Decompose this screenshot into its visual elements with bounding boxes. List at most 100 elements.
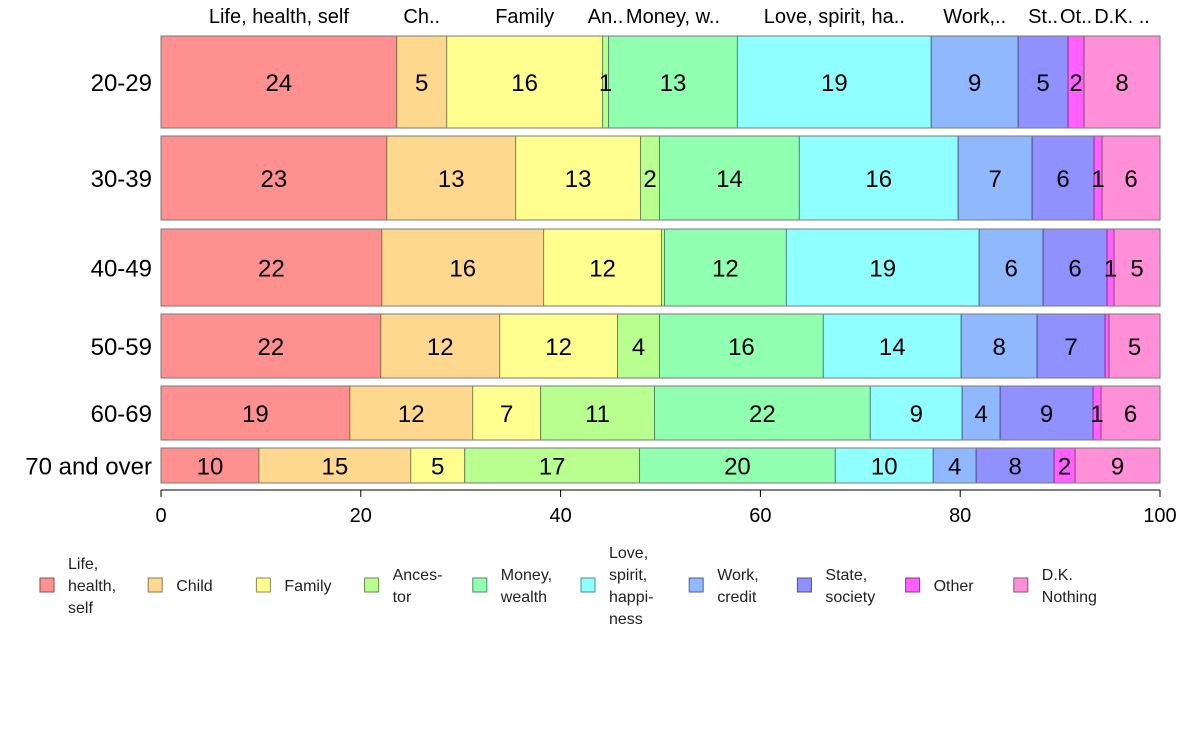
data-label: 7 [1064, 334, 1077, 361]
legend-label: wealth [500, 589, 547, 606]
data-label: 4 [948, 454, 961, 481]
data-label: 4 [974, 401, 987, 428]
legend-label: society [825, 589, 875, 606]
bar-segment [1017, 35, 1069, 129]
bar-row-outline [160, 447, 1161, 484]
data-label: 5 [431, 454, 444, 481]
legend: Life, health, self Child Family Ances-tor Mone… [39, 545, 1097, 628]
legend-label: Work, [717, 567, 758, 584]
row-label: 60-69 [91, 401, 152, 428]
x-tick-label: 80 [949, 505, 971, 527]
bar-segment [258, 447, 412, 484]
bar-row-outline [160, 135, 1161, 221]
bar-segment [1031, 135, 1095, 221]
data-label: 5 [1130, 256, 1143, 283]
bar-segment [663, 228, 787, 307]
data-label: 16 [865, 166, 892, 193]
x-tick-label: 0 [155, 505, 166, 527]
data-label: 13 [438, 166, 465, 193]
legend-swatch [1013, 577, 1029, 593]
bar-segment [1104, 313, 1110, 379]
data-label: 15 [321, 454, 348, 481]
legend-label: Money, [501, 567, 552, 584]
legend-label: Love, [609, 545, 648, 562]
legend-item: D.K. Nothing [1013, 567, 1097, 606]
legend-label: Other [934, 578, 975, 595]
data-label: 12 [589, 256, 616, 283]
bar-segment [515, 135, 642, 221]
data-label: 5 [1036, 70, 1049, 97]
bar-segment [1036, 313, 1106, 379]
legend-swatch [147, 577, 163, 593]
data-label: 11 [585, 401, 610, 428]
data-label: 22 [258, 334, 285, 361]
legend-swatch [364, 577, 380, 593]
legend-label: credit [717, 589, 757, 606]
data-label: 23 [261, 166, 288, 193]
bar-row-outline [160, 228, 1161, 307]
legend-label: ness [609, 611, 643, 628]
bar-row-1: 23 13 13 2 14 16 7 6 1 6 [160, 135, 1161, 221]
data-label: 12 [427, 334, 454, 361]
bar-segment [1101, 135, 1161, 221]
bar-segment [381, 228, 545, 307]
bar-segment [472, 385, 542, 441]
data-label: 6 [1056, 166, 1069, 193]
data-label: 14 [879, 334, 906, 361]
legend-label: Nothing [1042, 589, 1097, 606]
legend-item: Other [905, 577, 975, 595]
data-label: 8 [1008, 454, 1021, 481]
data-label: 8 [1115, 70, 1128, 97]
x-tick-label: 60 [749, 505, 771, 527]
data-label: 16 [728, 334, 755, 361]
data-label: 12 [398, 401, 425, 428]
legend-label: spirit, [609, 567, 647, 584]
bar-segment [386, 135, 517, 221]
legend-label: Family [284, 578, 331, 595]
legend-item: Money, wealth [472, 567, 552, 606]
legend-item: Life, health, self [39, 556, 116, 617]
legend-label: happi- [609, 589, 653, 606]
row-label: 30-39 [91, 166, 152, 193]
top-column-label: D.K. .. [1094, 6, 1150, 28]
bar-segment [160, 228, 383, 307]
data-label: 12 [712, 256, 739, 283]
data-label: 6 [1124, 166, 1137, 193]
top-column-label: Money, w.. [626, 6, 720, 28]
legend-label: State, [825, 567, 867, 584]
bar-segment [160, 35, 398, 129]
data-label: 14 [716, 166, 743, 193]
data-label: 5 [415, 70, 428, 97]
legend-label: Child [176, 578, 212, 595]
legend-label: health, [68, 578, 116, 595]
data-label: 19 [821, 70, 848, 97]
row-label: 40-49 [91, 256, 152, 283]
legend-item: Family [255, 577, 332, 595]
bar-row-outline [160, 313, 1161, 379]
legend-label: Life, [68, 556, 98, 573]
row-labels: 20-29 30-39 40-49 50-59 60-69 70 and over [25, 70, 152, 481]
bar-segment [930, 35, 1019, 129]
bar-segment [543, 228, 662, 307]
legend-swatch [688, 577, 704, 593]
data-label: 13 [565, 166, 592, 193]
bar-segment [160, 447, 260, 484]
top-column-label: Family [495, 6, 554, 28]
row-label: 50-59 [91, 334, 152, 361]
bar-segment [960, 313, 1038, 379]
bar-segment [499, 313, 619, 379]
data-label: 6 [1124, 401, 1137, 428]
data-label: 16 [449, 256, 476, 283]
bar-segment [396, 35, 448, 129]
data-label: 17 [539, 454, 566, 481]
data-label: 2 [643, 166, 656, 193]
top-column-label: Life, health, self [209, 6, 350, 28]
data-label: 7 [500, 401, 513, 428]
bars-area: 24 5 16 1 13 19 9 5 2 823 13 13 2 14 16 7 6 1 622 16 12 12 19 6… [160, 35, 1161, 484]
bar-row-4: 19 12 7 11 22 9 4 9 1 6 [160, 385, 1161, 441]
bar-segment [1074, 447, 1161, 484]
bar-segment [1042, 228, 1108, 307]
legend-swatch [39, 577, 55, 593]
data-label: 22 [749, 401, 776, 428]
